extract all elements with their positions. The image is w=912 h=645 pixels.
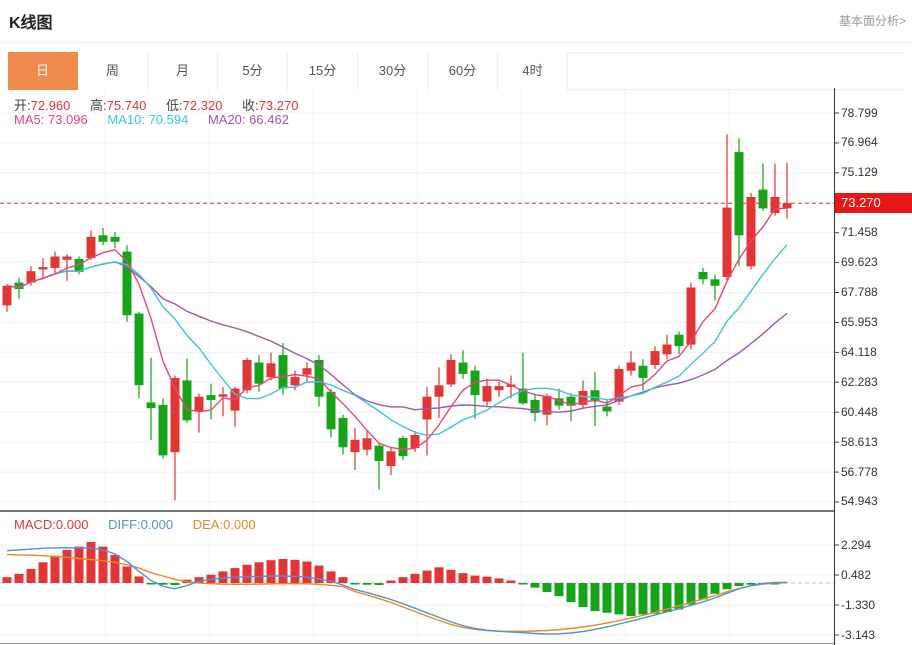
dea-value: 0.000 [223, 517, 256, 532]
low-value: 72.320 [182, 98, 223, 113]
diff-value: 0.000 [140, 517, 174, 532]
tab-2[interactable]: 月 [148, 52, 218, 90]
high-value: 75.740 [106, 98, 147, 113]
price-axis-label: 76.964 [841, 135, 878, 150]
low-label: 低: [166, 98, 183, 113]
ma10-line [6, 244, 788, 436]
price-axis-label: 62.283 [841, 374, 878, 389]
macd-axis-label: 0.482 [841, 567, 872, 582]
tab-3[interactable]: 5分 [218, 52, 288, 90]
tab-0[interactable]: 日 [8, 52, 78, 90]
price-axis-label: 78.799 [841, 105, 878, 120]
open-label: 开: [14, 98, 31, 113]
ma10-label: MA10: [107, 112, 145, 127]
ma5-value: 73.096 [47, 112, 88, 127]
macd-axis-label: 2.294 [841, 537, 872, 552]
ma10-value: 70.594 [148, 112, 189, 127]
price-axis-label: 56.778 [841, 464, 878, 479]
macd-legend: MACD:0.000 DIFF:0.000 DEA:0.000 [14, 517, 272, 532]
header-divider [0, 42, 912, 43]
price-axis-label: 69.623 [841, 255, 878, 270]
price-axis-label: 75.129 [841, 165, 878, 180]
ma20-value: 66.462 [249, 112, 289, 127]
macd-axis-label: -1.330 [841, 597, 876, 612]
macd-axis-label: -3.143 [841, 627, 876, 642]
ma20-label: MA20: [207, 112, 246, 127]
close-label: 收: [242, 98, 259, 113]
high-label: 高: [90, 98, 107, 113]
ma-legend: MA5: 73.096 MA10: 70.594 MA20: 66.462 [14, 112, 305, 127]
price-axis-label: 58.613 [841, 434, 878, 449]
tab-1[interactable]: 周 [78, 52, 148, 90]
dea-line [6, 553, 788, 632]
ohlc-legend: 开:72.960 高:75.740 低:72.320 收:73.270 [14, 95, 314, 114]
price-axis-label: 60.448 [841, 404, 878, 419]
page-title: K线图 [9, 15, 53, 32]
dea-label: DEA: [192, 517, 224, 532]
price-axis-label: 67.788 [841, 285, 878, 300]
diff-line [6, 546, 788, 635]
close-value: 73.270 [258, 98, 299, 113]
price-axis-label: 71.458 [841, 225, 878, 240]
macd-label: MACD: [14, 517, 56, 532]
tab-6[interactable]: 60分 [428, 52, 498, 90]
interval-tabs: 日周月 5分 15分 30分 60分 4时 [8, 52, 568, 90]
current-price-badge: 73.270 [835, 193, 912, 214]
ma5-line [6, 207, 788, 451]
price-axis-label: 65.953 [841, 314, 878, 329]
fundamental-analysis-link[interactable]: 基本面分析> [838, 14, 906, 28]
ma5-label: MA5: [14, 112, 45, 127]
diff-label: DIFF: [108, 517, 141, 532]
tab-4[interactable]: 15分 [288, 52, 358, 90]
tab-7[interactable]: 4时 [498, 52, 568, 90]
tab-5[interactable]: 30分 [358, 52, 428, 90]
macd-value: 0.000 [55, 517, 89, 532]
open-value: 72.960 [30, 98, 71, 113]
ma20-line [6, 261, 788, 413]
price-axis-label: 64.118 [841, 344, 877, 359]
price-axis-label: 54.943 [841, 494, 878, 509]
